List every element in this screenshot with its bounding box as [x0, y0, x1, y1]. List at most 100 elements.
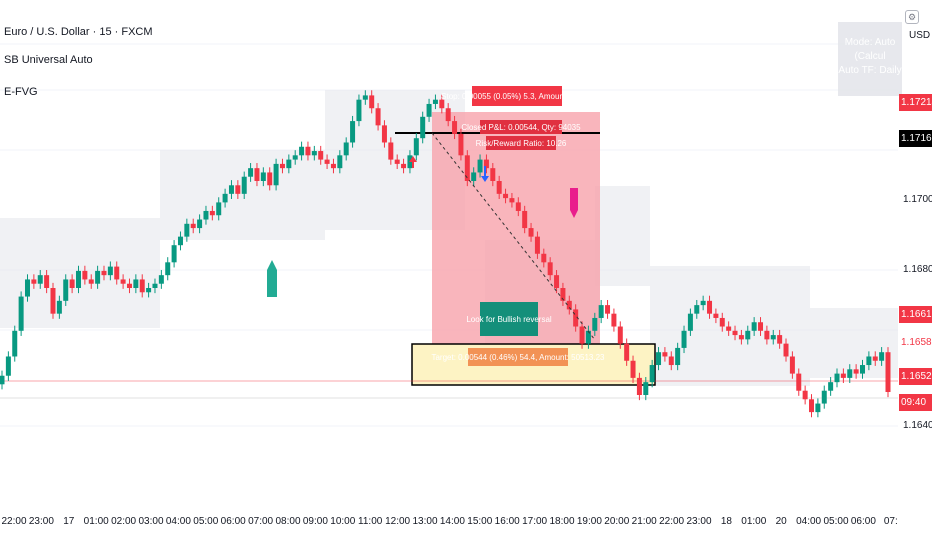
time-tick-label: 23:00 — [28, 516, 54, 527]
time-tick-label: 06:00 — [220, 516, 246, 527]
time-tick-label: 03:00 — [138, 516, 164, 527]
candle-body — [503, 193, 509, 199]
auto-tf-line: Auto TF: Daily — [838, 65, 902, 76]
candle-body — [751, 322, 757, 331]
candle-body — [809, 399, 815, 413]
time-tick-label: 18 — [720, 516, 732, 527]
indicator-legend-efvg[interactable]: E-FVG — [4, 86, 38, 98]
candle-body — [324, 159, 330, 164]
price-label-level: 1.16586 — [899, 334, 932, 351]
reversal-annotation: Look for Bullish reversal — [466, 315, 552, 324]
time-tick-label: 11:00 — [358, 516, 383, 527]
candle-body — [203, 210, 209, 220]
time-tick-label: 15:00 — [467, 516, 493, 527]
candle-body — [573, 309, 579, 327]
candle-body — [120, 279, 126, 284]
candle-body — [184, 223, 190, 237]
candle-body — [656, 352, 662, 366]
candle-body — [69, 279, 75, 288]
candle-body — [31, 279, 37, 284]
price-label-last: 1.16617 — [899, 306, 932, 323]
candle-body — [483, 159, 489, 169]
candle-body — [37, 275, 43, 284]
candle-body — [260, 172, 266, 181]
candle-body — [770, 335, 776, 340]
time-tick-label: 07: — [883, 516, 898, 527]
candle-body — [815, 403, 821, 413]
time-tick-label: 01:00 — [83, 516, 109, 527]
candle-body — [216, 202, 222, 216]
candle-body — [675, 347, 681, 366]
fvg-zone — [650, 266, 810, 386]
candle-body — [401, 163, 407, 169]
candle-body — [713, 313, 719, 318]
candle-body — [458, 133, 464, 156]
candle-body — [796, 373, 802, 391]
candlestick-series — [0, 90, 891, 418]
reversal-annotation-bg — [480, 302, 538, 336]
mode-line: Mode: Auto (Calcul — [844, 37, 896, 62]
trade-zones — [0, 90, 898, 399]
indicator-legend-sb-universal[interactable]: SB Universal Auto — [4, 54, 93, 66]
candle-body — [585, 330, 591, 344]
candle-body — [350, 121, 356, 143]
stop-annotation: Stop: 0.00055 (0.05%) 5.3, Amount: 49950 — [441, 92, 593, 101]
candle-body — [452, 121, 458, 134]
risk-reward-annotation-bg — [486, 136, 556, 150]
chart-title[interactable]: Euro / U.S. Dollar · 15 · FXCM — [4, 26, 153, 38]
candle-body — [139, 279, 145, 293]
candle-body — [541, 253, 547, 263]
candle-body — [107, 266, 113, 276]
candle-body — [681, 330, 687, 348]
candle-body — [292, 155, 298, 160]
candle-body — [872, 356, 878, 361]
y-tick-label: 1.17000 — [903, 194, 932, 205]
candle-body — [362, 95, 368, 100]
candle-body — [152, 283, 158, 288]
candle-body — [534, 236, 540, 254]
candle-body — [95, 270, 101, 284]
candle-body — [866, 356, 872, 366]
candle-body — [426, 103, 432, 117]
price-label-current: 1.16522 — [899, 368, 932, 385]
time-tick-label: 06:00 — [850, 516, 876, 527]
candle-body — [783, 343, 789, 357]
candle-body — [235, 185, 241, 194]
candle-body — [668, 356, 674, 366]
candle-body — [101, 270, 107, 276]
candle-body — [802, 390, 808, 400]
candle-body — [432, 99, 438, 104]
risk-reward-annotation: Risk/Reward Ratio: 10.26 — [476, 139, 567, 148]
candle-body — [158, 275, 164, 284]
time-tick-label: 10:00 — [330, 516, 356, 527]
candle-body — [745, 330, 751, 340]
target-annotation-bg — [468, 348, 568, 366]
currency-label[interactable]: USD — [909, 30, 931, 41]
candle-body — [5, 356, 11, 376]
settings-icon[interactable]: ⚙ — [905, 10, 919, 24]
candle-body — [477, 159, 483, 173]
time-tick-label: 20 — [775, 516, 787, 527]
candle-body — [777, 335, 783, 344]
time-tick-label: 17 — [63, 516, 75, 527]
candle-body — [560, 288, 566, 301]
trade-path-line — [431, 132, 596, 341]
candle-body — [171, 245, 177, 263]
candle-body — [840, 373, 846, 378]
buy-arrow-icon — [267, 260, 277, 297]
candle-body — [828, 382, 834, 391]
candle-body — [566, 300, 572, 310]
down-arrow-icon — [481, 166, 489, 182]
candle-body — [381, 125, 387, 143]
target-zone — [411, 343, 656, 386]
chart-overlays: Stop: 0.00055 (0.05%) 5.3, Amount: 49950… — [267, 86, 605, 366]
time-tick-label: 08:00 — [275, 516, 301, 527]
candle-body — [337, 155, 343, 169]
candle-body — [18, 296, 24, 331]
candle-body — [88, 279, 94, 284]
candle-body — [82, 270, 88, 280]
candle-body — [222, 193, 228, 203]
candle-body — [388, 142, 394, 160]
